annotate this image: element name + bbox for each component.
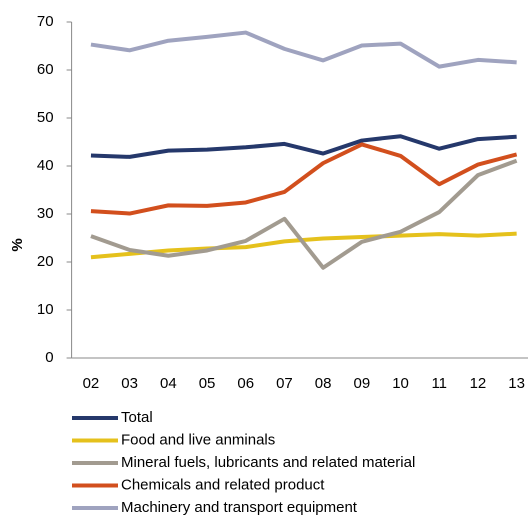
y-tick-label: 20 <box>37 253 54 270</box>
legend-label: Machinery and transport equipment <box>121 499 358 516</box>
series-line <box>90 142 518 216</box>
series-line <box>90 134 517 159</box>
legend-label: Chemicals and related product <box>121 476 325 493</box>
x-tick-label: 10 <box>392 375 409 392</box>
y-tick-label: 30 <box>37 205 54 222</box>
legend-label: Total <box>121 409 153 426</box>
y-tick-label: 0 <box>45 349 53 366</box>
x-tick-label: 11 <box>431 375 447 392</box>
x-tick-label: 05 <box>199 375 216 392</box>
x-tick-label: 03 <box>121 375 138 392</box>
series-line <box>90 30 517 69</box>
x-tick-label: 12 <box>470 375 487 392</box>
x-tick-label: 08 <box>315 375 332 392</box>
x-tick-label: 02 <box>83 375 100 392</box>
x-tick-label: 06 <box>237 375 254 392</box>
x-tick-label: 09 <box>354 375 371 392</box>
y-axis-label: % <box>9 238 26 251</box>
legend-label: Food and live anminals <box>121 431 275 448</box>
y-tick-label: 50 <box>37 109 54 126</box>
series-line <box>90 231 517 260</box>
x-tick-label: 07 <box>276 375 293 392</box>
x-tick-label: 13 <box>508 375 525 392</box>
y-tick-label: 60 <box>37 61 54 78</box>
y-tick-label: 10 <box>37 301 54 318</box>
y-tick-label: 40 <box>37 157 54 174</box>
series-line <box>90 158 518 270</box>
legend-label: Mineral fuels, lubricants and related ma… <box>121 454 415 471</box>
y-tick-label: 70 <box>37 13 54 30</box>
x-tick-label: 04 <box>160 375 177 392</box>
